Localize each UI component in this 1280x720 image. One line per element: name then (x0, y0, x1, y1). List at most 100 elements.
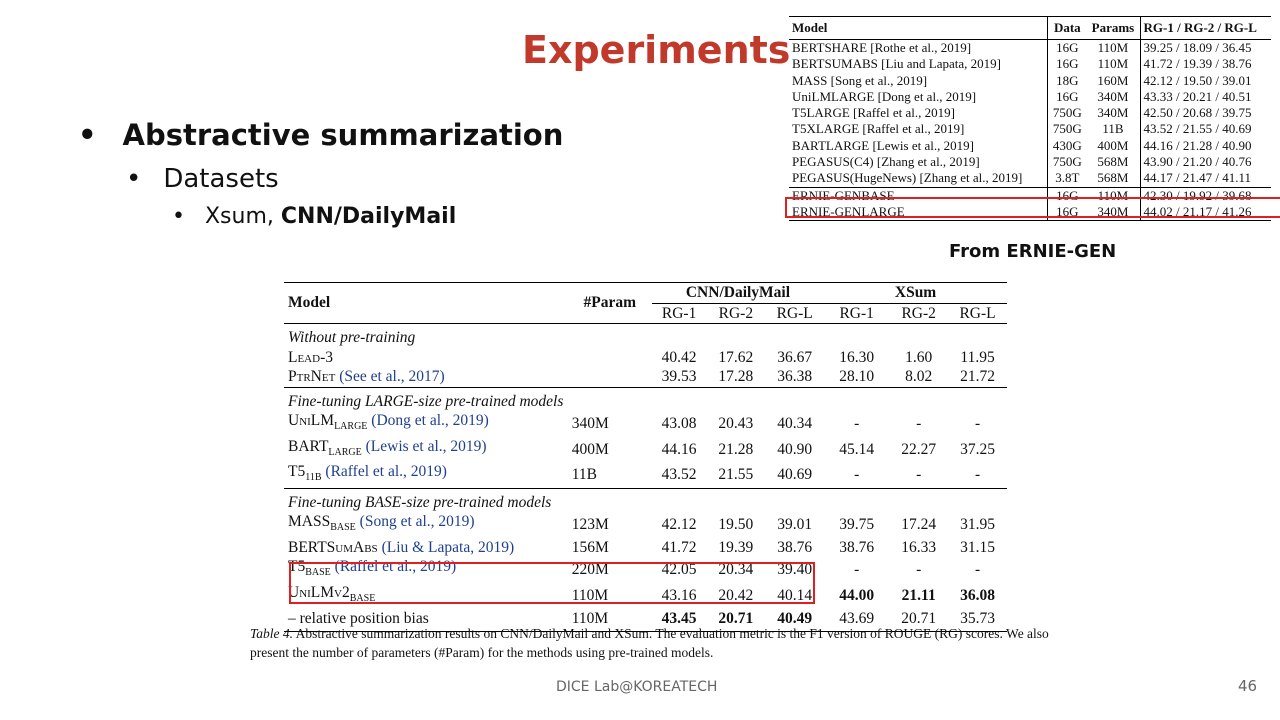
cell-score: 44.00 (839, 587, 875, 605)
cell-scores: 44.16 / 21.28 / 40.90 (1139, 137, 1271, 155)
cell-params: 400M (1097, 137, 1129, 153)
cell-score: 8.02 (905, 368, 933, 385)
cell-score: 20.34 (718, 561, 754, 579)
cell-data: 16G (1047, 56, 1087, 73)
bullet-dot: • (78, 118, 97, 152)
ernie-table-row: BERTSUMABS [Liu and Lapata, 2019] 16G 110M… (789, 56, 1271, 73)
cell-score: - (854, 415, 860, 433)
cell-score: 11.95 (960, 348, 995, 366)
citation-link[interactable]: (Lewis et al., 2019) (365, 437, 487, 455)
cell-param: 110M (571, 587, 609, 605)
cell-model: MASS [Song et al., 2019] (792, 72, 928, 88)
cell-model: BERTSumAbs (Liu & Lapata, 2019) (284, 538, 568, 558)
cell-score: 43.08 (661, 415, 697, 433)
cell-score: 40.14 (777, 587, 813, 605)
section-header-row: Fine-tuning BASE-size pre-trained models (284, 487, 1007, 513)
cell-model: Lead-3 (284, 348, 568, 368)
highlight-box-unilmv2 (289, 562, 815, 604)
model-name: UniLMv2 (288, 583, 350, 601)
cell-score: 20.43 (718, 415, 754, 433)
cell-params: 11B (1102, 121, 1124, 137)
ernie-table-row: MASS [Song et al., 2019] 18G 160M 42.12 / 1… (789, 72, 1271, 89)
cell-score: 20.71 (889, 608, 949, 633)
cell-param: 123M (571, 516, 609, 534)
cell-score: 17.62 (718, 348, 754, 366)
cell-params: 160M (1097, 72, 1129, 88)
citation-link[interactable]: (Raffel et al., 2019) (325, 463, 447, 481)
cell-score: 21.28 (718, 440, 754, 458)
cell-score: 36.67 (777, 348, 813, 366)
cell-scores: 44.17 / 21.47 / 41.11 (1139, 170, 1271, 188)
cell-score: 31.95 (960, 516, 995, 534)
cell-score: - (916, 466, 922, 484)
cell-model: BERTSHARE [Rothe et al., 2019] (792, 40, 972, 55)
cell-score: 39.01 (777, 516, 813, 534)
cell-score: 36.08 (960, 587, 995, 605)
cell-params: 110M (1097, 56, 1129, 72)
caption-label: Table 4. (250, 626, 294, 641)
ernie-table-row: T5XLARGE [Raffel et al., 2019] 750G 11B 43.… (789, 121, 1271, 138)
cell-score: 20.42 (718, 587, 754, 605)
bullet-text: Abstractive summarization (122, 118, 564, 152)
citation-link[interactable]: (Song et al., 2019) (359, 513, 475, 531)
cell-model: BERTSUMABS [Liu and Lapata, 2019] (792, 56, 1002, 72)
table-row: – relative position bias 110M 43.45 20.71 40… (284, 608, 1007, 633)
cell-score: 20.71 (706, 608, 766, 633)
bullet-dot: • (172, 204, 185, 229)
bullet-text: Datasets (163, 164, 279, 194)
cell-score: 36.38 (777, 368, 813, 385)
cell-scores: 41.72 / 19.39 / 38.76 (1139, 56, 1271, 73)
bullet-level3: • Xsum, CNN/DailyMail (172, 204, 456, 229)
bullet-text-bold: CNN/DailyMail (280, 204, 457, 229)
ernie-table-caption: From ERNIE-GEN (949, 241, 1117, 262)
section-title: Without pre-training (284, 323, 1007, 348)
table-row: BERTSumAbs (Liu & Lapata, 2019) 156M 41.72… (284, 538, 1007, 558)
cell-score: 43.16 (661, 587, 697, 605)
cell-param: 220M (571, 561, 609, 579)
model-subscript: 11B (305, 472, 322, 484)
ernie-table-row: PEGASUS(HugeNews) [Zhang et al., 2019] 3.… (789, 170, 1271, 188)
cell-score: 39.53 (661, 368, 697, 385)
cell-params: 568M (1086, 170, 1141, 188)
citation-link[interactable]: (See et al., 2017) (339, 368, 445, 385)
cell-score: - (916, 415, 922, 433)
citation-link[interactable]: (Liu & Lapata, 2019) (381, 538, 515, 556)
citation-link[interactable]: (Dong et al., 2019) (371, 412, 489, 429)
cell-params: 340M (1097, 88, 1129, 104)
metric-header: RG-2 (706, 303, 766, 324)
cell-model: UniLMLARGE [Dong et al., 2019] (792, 88, 977, 104)
metric-header: RG-L (765, 303, 825, 324)
cell-scores: 42.12 / 19.50 / 39.01 (1139, 72, 1271, 89)
cell-model: UniLMv2BASE (284, 583, 568, 609)
model-name: BERTSumAbs (288, 538, 378, 556)
cell-score: 38.76 (777, 538, 813, 556)
cell-score: 40.42 (661, 348, 697, 366)
ernie-table-body: BERTSHARE [Rothe et al., 2019] 16G 110M 39.… (789, 39, 1271, 222)
metric-header: RG-1 (824, 303, 890, 324)
table-row: UniLMLARGE (Dong et al., 2019) 340M 43.08 2… (284, 411, 1007, 437)
cell-scores: 43.33 / 20.21 / 40.51 (1139, 88, 1271, 106)
cell-data: 750G (1047, 105, 1087, 122)
cell-score: 38.76 (839, 538, 875, 556)
cell-scores: 43.52 / 21.55 / 40.69 (1139, 121, 1271, 138)
metric-header: RG-L (948, 303, 1007, 324)
cell-model: PtrNet (See et al., 2017) (284, 367, 568, 387)
cell-score: 19.39 (718, 538, 754, 556)
section-header-row: Fine-tuning LARGE-size pre-trained model… (284, 386, 1007, 411)
cell-score: 16.33 (901, 538, 937, 556)
cell-score: 42.12 (661, 516, 697, 534)
bullet-level2: • Datasets (126, 164, 279, 194)
cell-param: 156M (571, 538, 609, 556)
cell-model: MASSBASE (Song et al., 2019) (284, 512, 568, 538)
cell-score: 43.45 (651, 608, 707, 633)
cell-score: 43.52 (661, 466, 697, 484)
table-row: MASSBASE (Song et al., 2019) 123M 42.12 19.… (284, 512, 1007, 538)
model-name: Lead-3 (288, 348, 333, 366)
header-model: Model (284, 282, 568, 324)
cell-params: 340M (1097, 105, 1129, 121)
cell-score: 37.25 (960, 440, 995, 458)
ernie-table-row: UniLMLARGE [Dong et al., 2019] 16G 340M 43.… (789, 88, 1271, 106)
footer-text: DICE Lab@KOREATECH (556, 679, 718, 695)
section-title: Fine-tuning LARGE-size pre-trained model… (284, 386, 1007, 411)
cell-score: 21.55 (718, 466, 754, 484)
